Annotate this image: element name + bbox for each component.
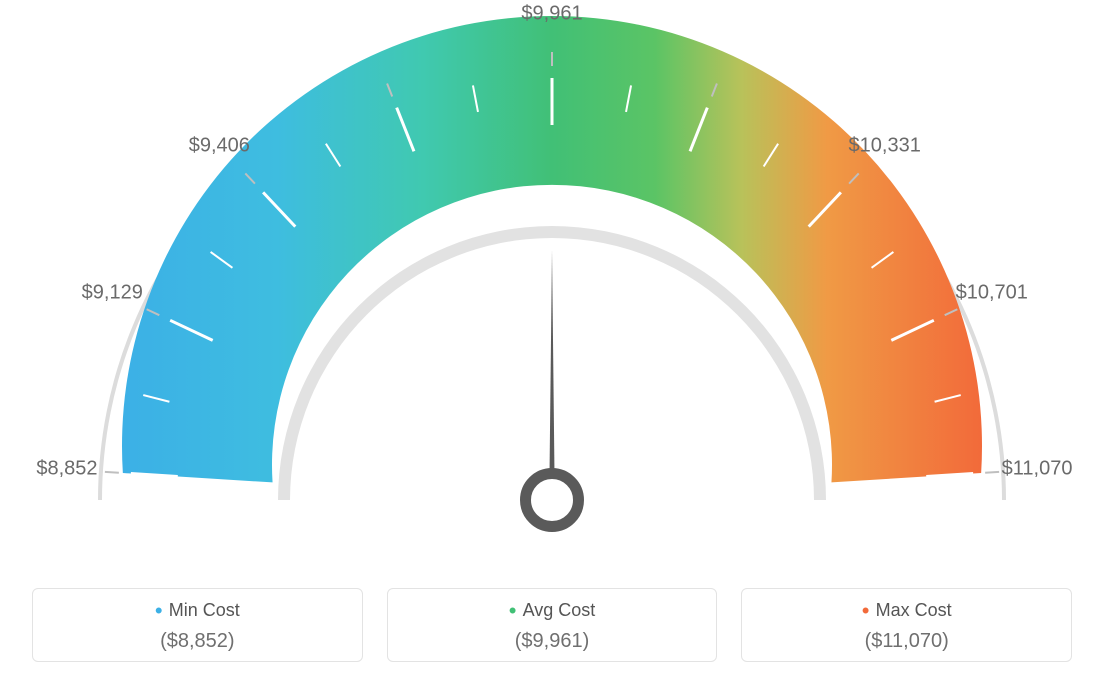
gauge-tick-label: $9,129 <box>82 282 143 305</box>
legend-label-max: Max Cost <box>862 598 952 624</box>
legend-label-avg: Avg Cost <box>509 598 596 624</box>
legend-value-avg: ($9,961) <box>515 630 590 653</box>
gauge-tick-label: $11,070 <box>1002 458 1073 481</box>
legend-card-avg: Avg Cost ($9,961) <box>387 588 718 662</box>
legend-card-max: Max Cost ($11,070) <box>741 588 1072 662</box>
legend-value-max: ($11,070) <box>865 630 949 653</box>
legend-label-min: Min Cost <box>155 598 240 624</box>
legend-row: Min Cost ($8,852) Avg Cost ($9,961) Max … <box>0 570 1104 690</box>
gauge-svg <box>0 0 1104 560</box>
legend-card-min: Min Cost ($8,852) <box>32 588 363 662</box>
legend-value-min: ($8,852) <box>160 630 235 653</box>
gauge-tick-label: $9,406 <box>189 134 250 157</box>
gauge-tick-label: $10,331 <box>849 134 921 157</box>
gauge-tick-label: $9,961 <box>521 3 582 26</box>
gauge-tick-label: $10,701 <box>956 282 1028 305</box>
gauge-chart: $8,852 $9,129 $9,406 $9,961 $10,331 $10,701 $1… <box>0 0 1104 560</box>
gauge-tick-label: $8,852 <box>36 458 97 481</box>
